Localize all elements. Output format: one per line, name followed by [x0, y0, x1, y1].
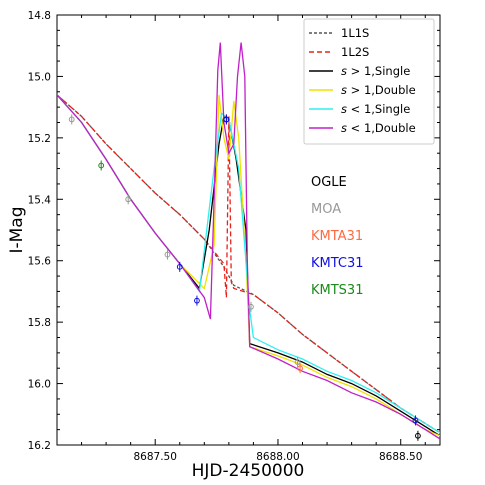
- y-tick-label: 15.0: [28, 71, 51, 83]
- observation-points: [68, 114, 421, 441]
- y-tick-label: 14.8: [28, 10, 51, 22]
- y-tick-label: 16.2: [28, 440, 51, 452]
- data-point: [248, 303, 254, 310]
- model-curves: [57, 42, 440, 440]
- series-line: [57, 42, 440, 440]
- legend-label: s > 1,Double: [341, 83, 416, 97]
- x-axis-title: HJD-2450000: [192, 461, 305, 481]
- series-line: [57, 94, 440, 434]
- data-point: [176, 263, 183, 270]
- series-line: [57, 94, 440, 437]
- legend: 1L1S 1L2S s > 1,Single s > 1,Double s < 1,Si…: [303, 18, 435, 145]
- data-point: [223, 116, 230, 123]
- data-point: [297, 365, 303, 372]
- data-point: [194, 297, 200, 304]
- y-axis-title: I-Mag: [7, 206, 27, 253]
- data-point: [68, 116, 75, 123]
- legend-label: 1L2S: [341, 45, 369, 59]
- y-tick-label: 15.6: [28, 256, 52, 268]
- observatory-labels: OGLE MOA KMTA31 KMTC31 KMTS31: [311, 175, 364, 298]
- y-tick-label: 15.4: [28, 194, 52, 206]
- legend-label: s < 1,Single: [341, 102, 410, 116]
- axis-ticks: 8687.50 8688.00 8688.50 14.8 15.0 15.2 15.4 15.…: [28, 10, 440, 463]
- data-point: [125, 196, 132, 203]
- data-point: [412, 417, 419, 424]
- observatory-label: KMTC31: [311, 256, 364, 271]
- data-point: [98, 162, 105, 169]
- legend-label: s > 1,Single: [341, 64, 410, 78]
- series-line: [57, 94, 440, 437]
- observatory-label: MOA: [311, 202, 341, 217]
- legend-box: [303, 18, 435, 145]
- legend-label: 1L1S: [341, 26, 369, 40]
- x-tick-label: 8688.00: [256, 451, 299, 463]
- y-tick-label: 15.2: [28, 133, 51, 145]
- observatory-label: KMTA31: [311, 229, 363, 244]
- legend-label: s < 1,Double: [341, 121, 416, 135]
- observatory-label: OGLE: [311, 175, 347, 190]
- data-point: [415, 432, 421, 439]
- series-line: [57, 94, 440, 434]
- y-tick-label: 16.0: [28, 379, 51, 391]
- series-line: [57, 94, 440, 434]
- x-tick-label: 8688.50: [379, 451, 422, 463]
- observatory-label: KMTS31: [311, 283, 363, 298]
- data-point: [294, 359, 301, 365]
- x-tick-label: 8687.50: [133, 451, 176, 463]
- data-point: [164, 251, 171, 258]
- y-tick-label: 15.8: [28, 317, 51, 329]
